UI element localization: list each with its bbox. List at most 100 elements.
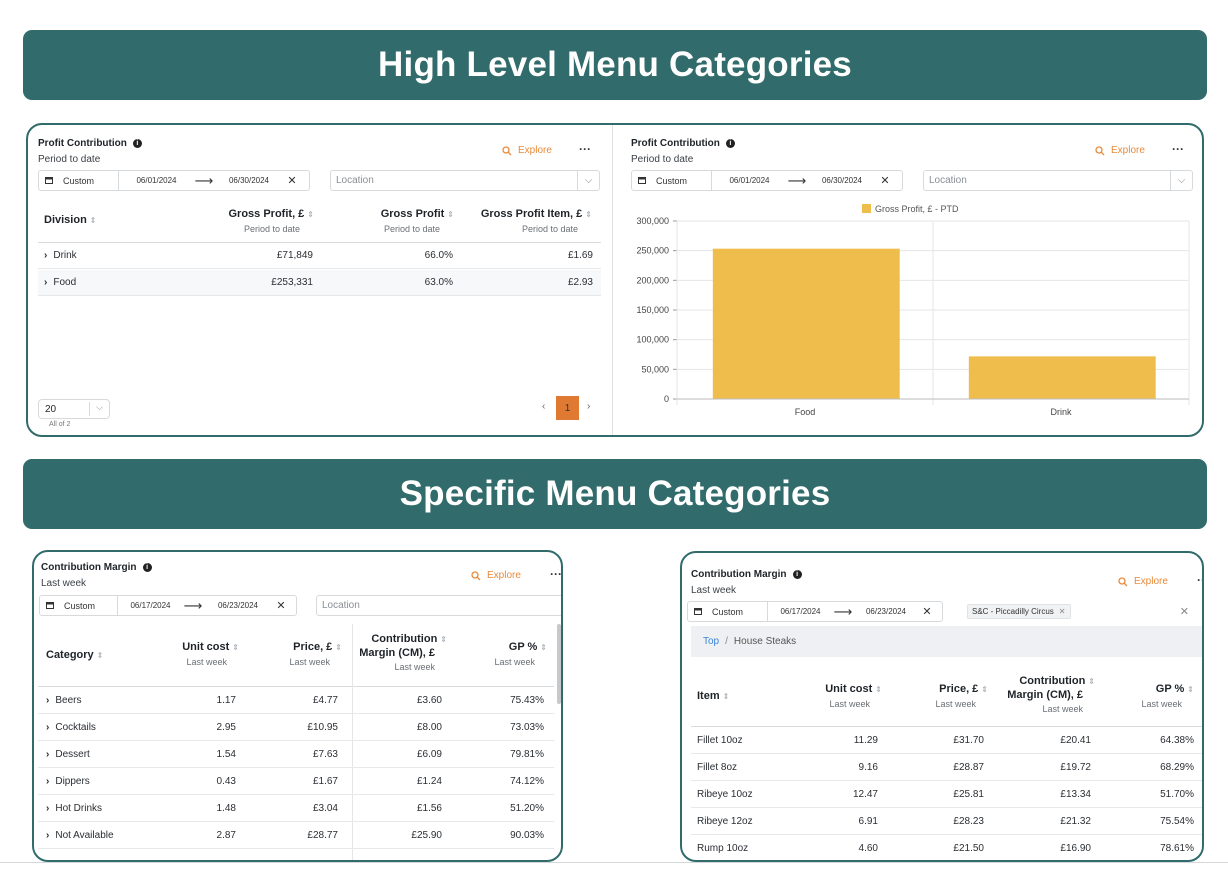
more-options-icon[interactable]: ··· xyxy=(579,142,591,156)
sort-icon[interactable]: ⇕ xyxy=(335,643,342,652)
explore-button[interactable]: Explore xyxy=(502,145,552,156)
column-header-item[interactable]: Item ⇕ xyxy=(697,690,730,702)
date-from[interactable]: 06/01/2024 xyxy=(729,176,770,185)
location-select[interactable]: Location ⌵ xyxy=(330,170,600,191)
explore-button[interactable]: Explore xyxy=(1118,576,1168,587)
table-row[interactable]: Ribeye 10oz 12.47 £25.81 £13.34 51.70% xyxy=(691,781,1202,808)
legend-swatch[interactable] xyxy=(862,204,871,213)
chevron-down-icon[interactable]: ⌵ xyxy=(89,402,109,416)
table-row[interactable]: › Dessert 1.54 £7.63 £6.09 79.81% xyxy=(38,741,554,768)
column-header-gross-profit-pct[interactable]: Gross Profit ⇕ Period to date xyxy=(380,208,454,234)
column-header-unit-cost[interactable]: Unit cost ⇕ Last week xyxy=(825,683,882,709)
sort-icon[interactable]: ⇕ xyxy=(722,692,730,701)
bar-food[interactable] xyxy=(712,248,900,399)
date-to[interactable]: 06/23/2024 xyxy=(217,601,259,610)
chevron-right-icon[interactable]: › xyxy=(46,802,50,814)
breadcrumb-link-top[interactable]: Top xyxy=(703,636,720,647)
info-icon[interactable]: i xyxy=(142,563,152,572)
sort-icon[interactable]: ⇕ xyxy=(307,210,314,219)
table-row[interactable]: Ribeye 12oz 6.91 £28.23 £21.32 75.54% xyxy=(691,808,1202,835)
next-page-button[interactable]: › xyxy=(587,401,591,412)
table-row[interactable]: Rump 10oz 4.60 £21.50 £16.90 78.61% xyxy=(691,835,1202,860)
column-header-category[interactable]: Category ⇕ xyxy=(46,649,104,661)
date-preset[interactable]: Custom xyxy=(60,596,118,615)
column-header-contribution-margin[interactable]: Contribution ⇕ Margin (CM), £ Last week xyxy=(359,633,447,672)
column-header-gp-pct[interactable]: GP % ⇕ Last week xyxy=(1141,683,1194,709)
info-icon[interactable]: i xyxy=(725,139,735,148)
column-header-gross-profit-item[interactable]: Gross Profit Item, £ ⇕ Period to date xyxy=(480,208,592,234)
clear-date-icon[interactable]: ✕ xyxy=(922,606,932,618)
date-range-picker[interactable]: Custom 06/17/2024 ⟶ 06/23/2024 ✕ xyxy=(39,595,297,616)
sort-icon[interactable]: ⇕ xyxy=(447,210,454,219)
table-row[interactable]: › Drink £71,849 66.0% £1.69 xyxy=(38,243,601,269)
column-header-price[interactable]: Price, £ ⇕ Last week xyxy=(935,683,988,709)
table-row[interactable]: › Beers 1.17 £4.77 £3.60 75.43% xyxy=(38,687,554,714)
location-select[interactable]: Location xyxy=(316,595,561,616)
date-preset[interactable]: Custom xyxy=(59,171,119,190)
clear-location-icon[interactable]: ✕ xyxy=(1179,606,1189,618)
column-header-division[interactable]: Division ⇕ xyxy=(44,214,97,226)
location-select[interactable]: Location ⌵ xyxy=(923,170,1193,191)
sort-icon[interactable]: ⇕ xyxy=(440,635,447,644)
table-row[interactable]: › Cocktails 2.95 £10.95 £8.00 73.03% xyxy=(38,714,554,741)
chevron-right-icon[interactable]: › xyxy=(44,277,48,288)
sort-icon[interactable]: ⇕ xyxy=(981,685,988,694)
clear-date-icon[interactable]: ✕ xyxy=(276,600,286,612)
sort-icon[interactable]: ⇕ xyxy=(89,216,97,225)
clear-date-icon[interactable]: ✕ xyxy=(287,175,297,187)
date-preset[interactable]: Custom xyxy=(708,602,768,621)
more-options-icon[interactable]: ··· xyxy=(1172,142,1184,156)
date-to[interactable]: 06/30/2024 xyxy=(821,176,863,185)
bar-drink[interactable] xyxy=(968,356,1156,399)
date-from[interactable]: 06/17/2024 xyxy=(130,601,171,610)
date-from[interactable]: 06/17/2024 xyxy=(780,607,821,616)
location-select[interactable]: S&C - Piccadilly Circus ✕ ✕ xyxy=(967,601,1202,622)
chevron-right-icon[interactable]: › xyxy=(46,721,50,733)
column-header-price[interactable]: Price, £ ⇕ Last week xyxy=(289,641,342,667)
column-header-gp-pct[interactable]: GP % ⇕ Last week xyxy=(494,641,547,667)
date-from[interactable]: 06/01/2024 xyxy=(136,176,177,185)
column-header-unit-cost[interactable]: Unit cost ⇕ Last week xyxy=(182,641,239,667)
chevron-right-icon[interactable]: › xyxy=(46,775,50,787)
page-size-select[interactable]: 20 ⌵ xyxy=(38,399,110,419)
date-range-picker[interactable]: Custom 06/01/2024 ⟶ 06/30/2024 ✕ xyxy=(631,170,903,191)
explore-button[interactable]: Explore xyxy=(1095,145,1145,156)
sort-icon[interactable]: ⇕ xyxy=(96,651,104,660)
sort-icon[interactable]: ⇕ xyxy=(1088,677,1095,686)
date-range-picker[interactable]: Custom 06/17/2024 ⟶ 06/23/2024 ✕ xyxy=(687,601,943,622)
prev-page-button[interactable]: ‹ xyxy=(542,401,546,412)
table-row[interactable]: Fillet 10oz 11.29 £31.70 £20.41 64.38% xyxy=(691,727,1202,754)
chevron-right-icon[interactable]: › xyxy=(46,748,50,760)
clear-date-icon[interactable]: ✕ xyxy=(880,175,890,187)
table-row[interactable]: › Food £253,331 63.0% £2.93 xyxy=(38,270,601,296)
sort-icon[interactable]: ⇕ xyxy=(875,685,882,694)
sort-icon[interactable]: ⇕ xyxy=(1187,685,1194,694)
column-header-contribution-margin[interactable]: Contribution ⇕ Margin (CM), £ Last week xyxy=(1007,675,1095,714)
date-range-picker[interactable]: Custom 06/01/2024 ⟶ 06/30/2024 ✕ xyxy=(38,170,310,191)
more-options-icon[interactable]: ··· xyxy=(550,567,562,581)
table-row[interactable]: Fillet 8oz 9.16 £28.87 £19.72 68.29% xyxy=(691,754,1202,781)
chevron-down-icon[interactable]: ⌵ xyxy=(577,171,599,190)
date-to[interactable]: 06/30/2024 xyxy=(228,176,270,185)
remove-tag-icon[interactable]: ✕ xyxy=(1058,607,1066,616)
sort-icon[interactable]: ⇕ xyxy=(232,643,239,652)
date-preset[interactable]: Custom xyxy=(652,171,712,190)
legend-label[interactable]: Gross Profit, £ - PTD xyxy=(875,204,959,214)
info-icon[interactable]: i xyxy=(132,139,142,148)
date-to[interactable]: 06/23/2024 xyxy=(865,607,907,616)
more-options-icon[interactable]: ··· xyxy=(1197,573,1202,587)
sort-icon[interactable]: ⇕ xyxy=(540,643,547,652)
scrollbar-thumb[interactable] xyxy=(557,624,561,704)
column-header-gross-profit[interactable]: Gross Profit, £ ⇕ Period to date xyxy=(228,208,315,234)
explore-button[interactable]: Explore xyxy=(471,570,521,581)
table-row[interactable]: › Hot Drinks 1.48 £3.04 £1.56 51.20% xyxy=(38,795,554,822)
chevron-down-icon[interactable]: ⌵ xyxy=(1170,171,1192,190)
sort-icon[interactable]: ⇕ xyxy=(585,210,592,219)
chevron-right-icon[interactable]: › xyxy=(44,250,48,261)
table-row[interactable]: › Not Available 2.87 £28.77 £25.90 90.03% xyxy=(38,822,554,849)
table-row[interactable]: › Dippers 0.43 £1.67 £1.24 74.12% xyxy=(38,768,554,795)
current-page-button[interactable]: 1 xyxy=(556,396,579,420)
chevron-right-icon[interactable]: › xyxy=(46,694,50,706)
info-icon[interactable]: i xyxy=(792,570,802,579)
chevron-right-icon[interactable]: › xyxy=(46,829,50,841)
